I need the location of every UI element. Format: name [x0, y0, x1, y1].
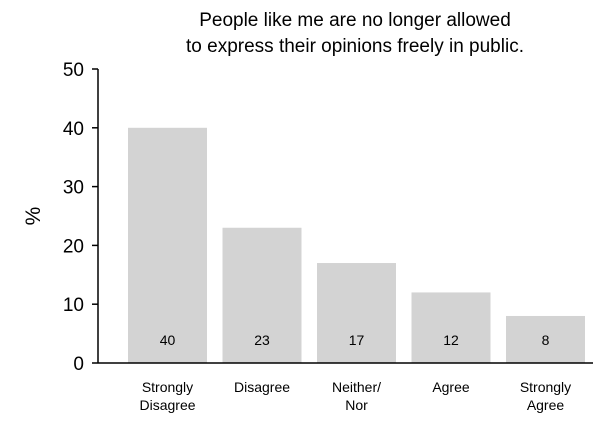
bar-value-label-4: 8	[542, 332, 550, 348]
bar-value-label-0: 40	[160, 332, 176, 348]
x-category-label-2-line-0: Neither/	[332, 379, 381, 395]
y-tick-label-0: 0	[73, 354, 84, 375]
y-tick-label-3: 30	[63, 178, 84, 199]
x-category-label-4-line-0: Strongly	[520, 379, 571, 395]
bar-value-label-3: 12	[443, 332, 459, 348]
y-tick-label-5: 50	[63, 60, 84, 81]
y-tick-label-1: 10	[63, 295, 84, 316]
value-labels-group: 40 23 17 12 8	[160, 332, 550, 348]
bar-value-label-1: 23	[254, 332, 270, 348]
chart-title-line-2: to express their opinions freely in publ…	[186, 36, 524, 57]
chart-title-line-1: People like me are no longer allowed	[199, 10, 511, 31]
x-labels-group: Strongly Disagree Disagree Neither/Nor Agree…	[139, 379, 571, 413]
chart-title: People like me are no longer allowed to …	[186, 10, 524, 57]
y-axis-label: %	[22, 207, 45, 226]
x-category-label-2-line-1: Nor	[345, 397, 368, 413]
y-ticks-group: 0 10 20 30 40 50	[63, 60, 98, 375]
y-tick-label-2: 20	[63, 236, 84, 257]
y-tick-label-4: 40	[63, 119, 84, 140]
bar-3	[412, 292, 491, 363]
x-category-label-1-line-0: Disagree	[234, 379, 290, 395]
x-category-label-4-line-1: Agree	[527, 397, 565, 413]
bar-2	[317, 263, 396, 363]
x-category-label-3-line-0: Agree	[432, 379, 470, 395]
bars-group	[128, 128, 585, 363]
bar-value-label-2: 17	[349, 332, 365, 348]
x-category-label-0-line-0: Strongly	[142, 379, 193, 395]
bar-0	[128, 128, 207, 363]
x-category-label-0-line-1: Disagree	[139, 397, 195, 413]
